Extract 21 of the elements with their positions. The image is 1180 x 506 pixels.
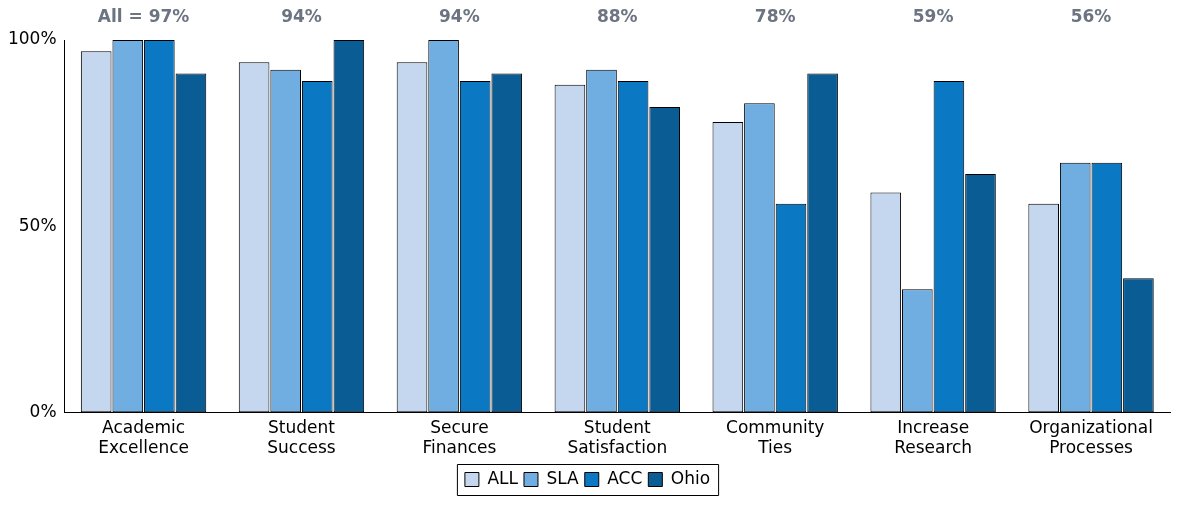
text: All = 97% (97, 6, 190, 27)
text: 56% (1070, 6, 1112, 27)
legend-label: SLA (546, 467, 580, 488)
x-tick-label: Student Success (267, 416, 336, 458)
x-tick-label: Organizational Processes (1029, 416, 1153, 458)
y-tick-label: 100% (7, 28, 57, 49)
text: 59% (912, 6, 954, 27)
x-tick-label: Increase Research (894, 416, 973, 458)
legend-label: ACC (607, 467, 643, 488)
text: 94% (439, 6, 480, 27)
legend-label: Ohio (670, 467, 711, 488)
y-tick-label: 0% (29, 400, 57, 421)
text: 78% (754, 6, 796, 27)
x-tick-label: Secure Finances (422, 416, 497, 458)
y-tick-label: 50% (18, 214, 57, 235)
x-tick-label: Community Ties (726, 416, 825, 458)
legend-label: ALL (487, 467, 519, 488)
text: 94% (281, 6, 322, 27)
x-tick-label: Academic Excellence (98, 416, 189, 458)
x-tick-label: Student Satisfaction (567, 416, 668, 458)
text: 88% (596, 6, 638, 27)
